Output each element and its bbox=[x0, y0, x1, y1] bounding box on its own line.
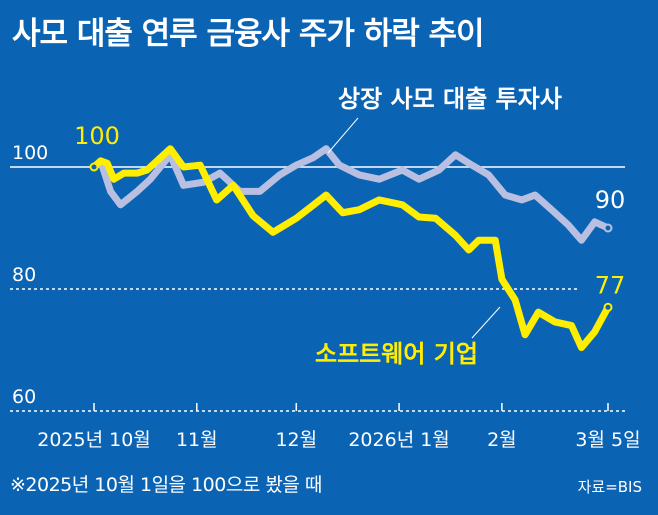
x-tick-label: 11월 bbox=[176, 429, 218, 451]
end-value-label: 90 bbox=[595, 186, 626, 214]
start-value-label: 100 bbox=[74, 122, 120, 150]
y-tick-label: 80 bbox=[12, 264, 36, 286]
leader-line bbox=[471, 306, 501, 339]
series-label-private-credit: 상장 사모 대출 투자사 bbox=[338, 85, 562, 113]
start-marker bbox=[89, 162, 99, 172]
end-marker bbox=[603, 223, 613, 233]
y-tick-label: 100 bbox=[12, 142, 48, 164]
series-label-software: 소프트웨어 기업 bbox=[315, 340, 478, 368]
end-marker bbox=[603, 302, 613, 312]
series-line-software bbox=[90, 145, 612, 352]
y-tick-label: 60 bbox=[12, 386, 36, 408]
footnote: ※2025년 10월 1일을 100으로 봤을 때 bbox=[10, 474, 322, 496]
end-value-label: 77 bbox=[595, 271, 626, 299]
x-tick-label: 2026년 1월 bbox=[348, 429, 449, 451]
x-tick-label: 3월 5일 bbox=[575, 429, 640, 451]
leader-line bbox=[327, 117, 359, 154]
source-label: 자료=BIS bbox=[577, 478, 642, 496]
chart-title: 사모 대출 연루 금융사 주가 하락 추이 bbox=[12, 16, 485, 52]
series-line-private-credit bbox=[90, 145, 612, 244]
x-tick-label: 12월 bbox=[275, 429, 317, 451]
x-tick-label: 2025년 10월 bbox=[37, 429, 151, 451]
x-tick-label: 2월 bbox=[487, 429, 517, 451]
